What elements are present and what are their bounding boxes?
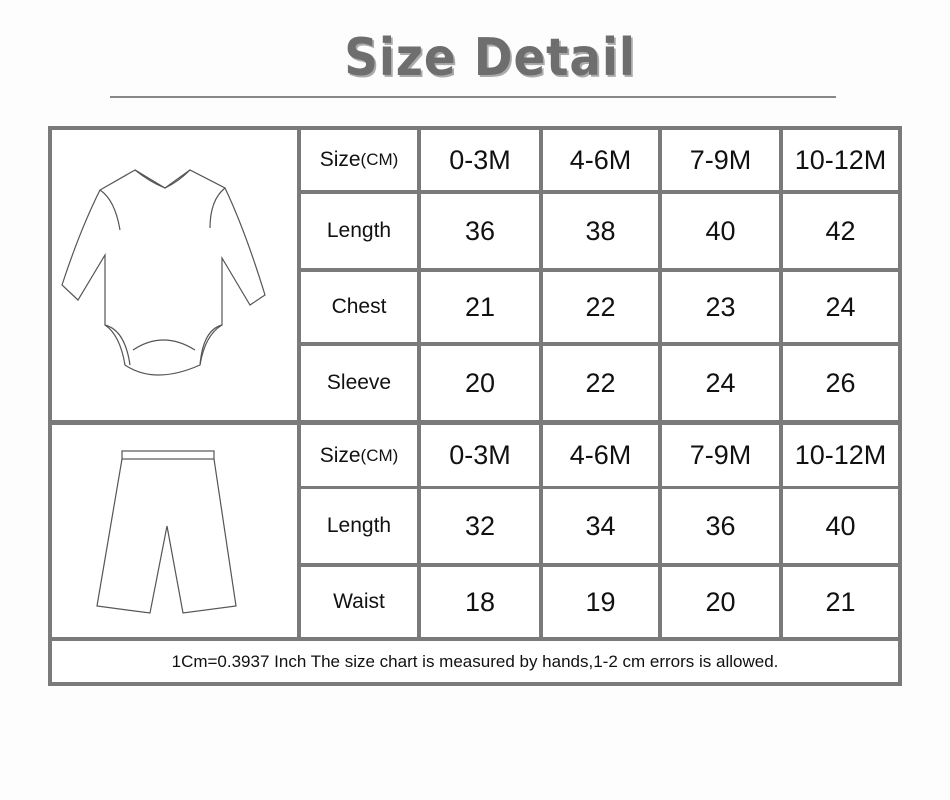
size-label: Size: [319, 443, 361, 467]
measure-value: 24: [783, 272, 898, 342]
pants-icon: [95, 450, 237, 614]
measure-value: 26: [783, 346, 898, 420]
measure-value: 22: [543, 346, 658, 420]
measure-value: 19: [543, 567, 658, 637]
page-title: Size Detail: [344, 28, 636, 88]
measure-value: 20: [421, 346, 539, 420]
bodysuit-icon: [60, 169, 266, 376]
measure-label: Sleeve: [301, 346, 417, 420]
size-header-cell: 4-6M: [543, 130, 658, 190]
unit-label: (CM): [360, 445, 399, 465]
size-label: Size: [319, 148, 361, 171]
measure-value: 22: [543, 272, 658, 342]
measure-value: 24: [662, 346, 779, 420]
measure-value: 20: [662, 567, 779, 637]
measure-value: 23: [662, 272, 779, 342]
size-header-cell: 0-3M: [421, 130, 539, 190]
measure-label: Chest: [301, 272, 417, 342]
measure-value: 40: [783, 489, 898, 563]
measure-value: 34: [543, 489, 658, 563]
measure-label: Waist: [301, 567, 417, 637]
unit-label: (CM): [360, 150, 399, 169]
measure-value: 32: [421, 489, 539, 563]
title-divider: [110, 96, 836, 98]
size-header-label: Size (CM): [301, 425, 417, 486]
measure-label: Length: [301, 489, 417, 563]
measure-value: 40: [662, 194, 779, 268]
measure-value: 18: [421, 567, 539, 637]
measure-value: 36: [662, 489, 779, 563]
size-header-label: Size (CM): [301, 130, 417, 190]
size-header-cell: 4-6M: [543, 425, 658, 486]
measure-value: 21: [783, 567, 898, 637]
bodysuit-image-cell: [52, 130, 297, 420]
footer-note: 1Cm=0.3937 Inch The size chart is measur…: [52, 641, 898, 682]
measure-value: 38: [543, 194, 658, 268]
measure-value: 36: [421, 194, 539, 268]
measure-value: 21: [421, 272, 539, 342]
size-header-cell: 10-12M: [783, 425, 898, 486]
pants-image-cell: [52, 425, 297, 637]
size-header-cell: 7-9M: [662, 130, 779, 190]
size-header-cell: 7-9M: [662, 425, 779, 486]
size-header-cell: 10-12M: [783, 130, 898, 190]
size-header-cell: 0-3M: [421, 425, 539, 486]
measure-value: 42: [783, 194, 898, 268]
size-table: Size (CM) 0-3M 4-6M 7-9M 10-12M Length 36 38 40 42…: [48, 126, 902, 686]
measure-label: Length: [301, 194, 417, 268]
